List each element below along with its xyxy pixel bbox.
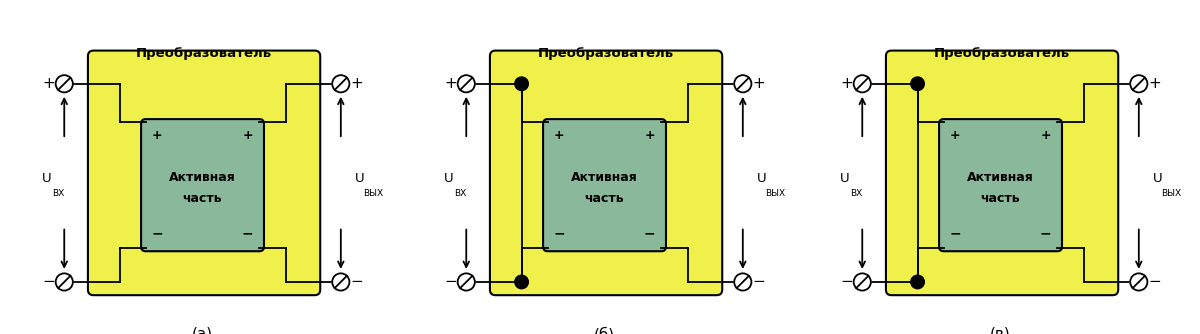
Text: +: +	[242, 129, 253, 142]
Text: −: −	[949, 227, 961, 241]
Text: +: +	[350, 76, 364, 91]
Circle shape	[1130, 75, 1147, 93]
Circle shape	[457, 273, 475, 291]
Text: −: −	[42, 275, 55, 290]
Circle shape	[515, 275, 528, 289]
Text: часть: часть	[584, 192, 624, 205]
Circle shape	[853, 75, 871, 93]
Text: +: +	[752, 76, 766, 91]
Circle shape	[332, 75, 349, 93]
Text: часть: часть	[980, 192, 1020, 205]
Circle shape	[457, 75, 475, 93]
Text: −: −	[553, 227, 565, 241]
Text: −: −	[151, 227, 163, 241]
Circle shape	[853, 273, 871, 291]
Text: U: U	[840, 172, 850, 185]
Text: U: U	[444, 172, 454, 185]
Text: U: U	[756, 172, 766, 185]
Circle shape	[1130, 273, 1147, 291]
Text: U: U	[1152, 172, 1162, 185]
Text: −: −	[644, 227, 655, 241]
Circle shape	[332, 273, 349, 291]
Text: U: U	[42, 172, 52, 185]
Text: −: −	[242, 227, 253, 241]
Text: +: +	[1148, 76, 1162, 91]
Text: ВХ: ВХ	[851, 189, 863, 198]
Text: −: −	[350, 275, 364, 290]
Text: +: +	[1040, 129, 1051, 142]
Text: (б): (б)	[594, 326, 616, 334]
Text: −: −	[840, 275, 853, 290]
Circle shape	[911, 77, 924, 91]
Text: (а): (а)	[192, 327, 214, 334]
Text: ВЫХ: ВЫХ	[364, 189, 383, 198]
FancyBboxPatch shape	[490, 50, 722, 295]
Text: Преобразователь: Преобразователь	[934, 46, 1070, 59]
FancyBboxPatch shape	[88, 50, 320, 295]
Text: +: +	[950, 129, 961, 142]
Text: Активная: Активная	[967, 171, 1034, 184]
Text: ВЫХ: ВЫХ	[766, 189, 785, 198]
Text: ВХ: ВХ	[53, 189, 65, 198]
Circle shape	[911, 275, 924, 289]
Text: U: U	[354, 172, 364, 185]
Circle shape	[515, 77, 528, 91]
Text: часть: часть	[182, 192, 222, 205]
Text: Активная: Активная	[571, 171, 638, 184]
Text: Преобразователь: Преобразователь	[538, 46, 674, 59]
Circle shape	[55, 273, 73, 291]
Text: −: −	[1148, 275, 1162, 290]
Text: −: −	[752, 275, 766, 290]
FancyBboxPatch shape	[940, 119, 1062, 251]
Text: ВЫХ: ВЫХ	[1162, 189, 1181, 198]
FancyBboxPatch shape	[142, 119, 264, 251]
Circle shape	[55, 75, 73, 93]
Circle shape	[734, 273, 751, 291]
Text: (в): (в)	[990, 327, 1010, 334]
Text: +: +	[152, 129, 163, 142]
Circle shape	[734, 75, 751, 93]
Text: ВХ: ВХ	[455, 189, 467, 198]
Text: +: +	[42, 76, 55, 91]
FancyBboxPatch shape	[544, 119, 666, 251]
Text: Активная: Активная	[169, 171, 236, 184]
Text: +: +	[840, 76, 853, 91]
Text: −: −	[444, 275, 457, 290]
Text: +: +	[644, 129, 655, 142]
Text: −: −	[1040, 227, 1051, 241]
Text: +: +	[554, 129, 565, 142]
Text: +: +	[444, 76, 457, 91]
Text: Преобразователь: Преобразователь	[136, 46, 272, 59]
FancyBboxPatch shape	[886, 50, 1118, 295]
